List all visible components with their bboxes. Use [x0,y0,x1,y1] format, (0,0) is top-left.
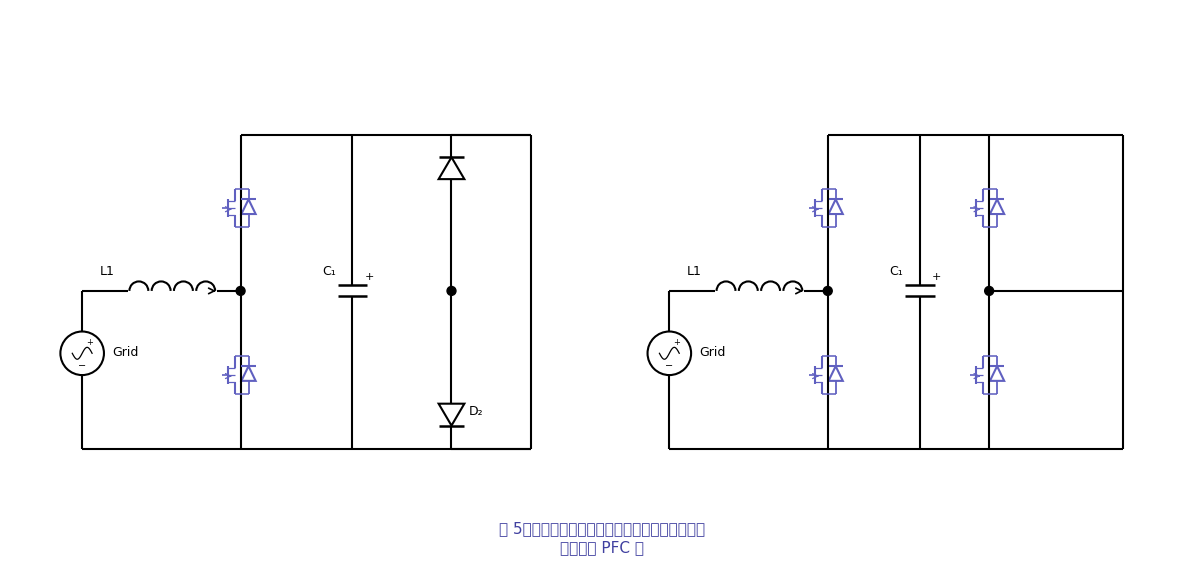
Circle shape [236,287,246,296]
Circle shape [985,287,993,296]
Text: C₁: C₁ [890,265,903,277]
Text: C₁: C₁ [321,265,336,277]
Text: D₂: D₂ [468,405,483,418]
Text: +: + [673,338,680,347]
Text: 图 5：使用半无桥（左）和无桥（右）图腾柱配置: 图 5：使用半无桥（左）和无桥（右）图腾柱配置 [498,521,706,536]
Text: +: + [85,338,93,347]
Text: Grid: Grid [700,346,725,359]
Text: −: − [666,361,673,371]
Text: −: − [78,361,87,371]
Text: Grid: Grid [112,346,138,359]
Circle shape [824,287,832,296]
Text: 重新设计 PFC 级: 重新设计 PFC 级 [560,540,644,555]
Text: +: + [932,272,942,282]
Circle shape [447,287,456,296]
Text: L1: L1 [100,265,114,277]
Text: +: + [365,272,374,282]
Text: L1: L1 [687,265,702,277]
